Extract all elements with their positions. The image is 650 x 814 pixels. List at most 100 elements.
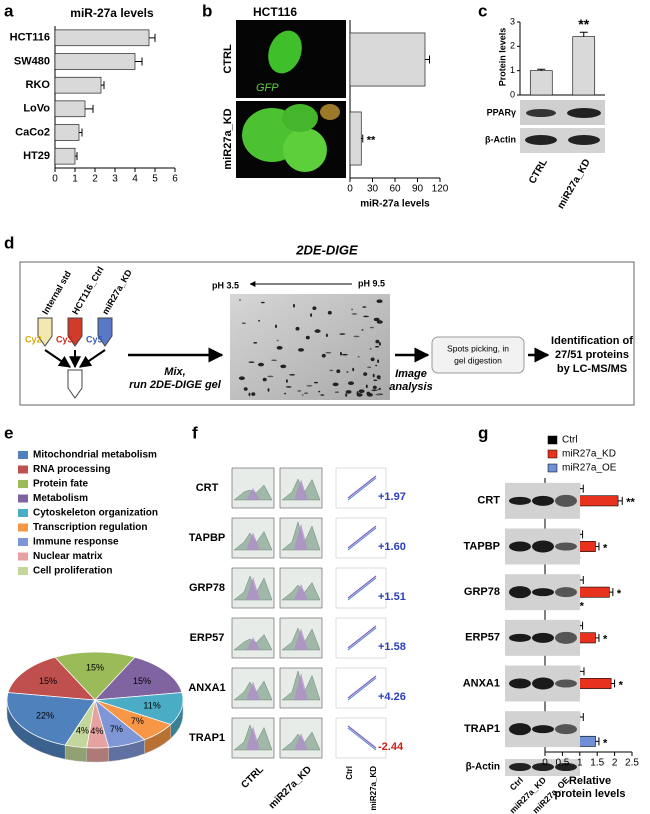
gel-spot (339, 333, 346, 335)
legend-label: Protein fate (33, 479, 88, 490)
mini-plot (335, 567, 387, 609)
significance: ** (367, 134, 376, 146)
diagram-title: 2DE-DIGE (295, 242, 358, 257)
gel-spot (351, 313, 358, 315)
gel-spot (310, 313, 313, 317)
result-text: 27/51 proteins (555, 349, 629, 361)
step-box (431, 336, 525, 374)
category-label: TAPBP (464, 540, 500, 552)
legend-swatch (18, 523, 28, 532)
x-tick-label: 2 (92, 174, 98, 185)
pie-slice (54, 651, 136, 701)
x-tick-label: 1 (577, 758, 583, 769)
x-tick-label: 0 (52, 174, 58, 185)
gel-spot (375, 393, 382, 396)
pie-side (86, 747, 110, 763)
gel-spot (372, 385, 377, 390)
chart-title: miR-27a levels (70, 6, 154, 20)
panel-letter: f (192, 423, 198, 442)
y-axis-label: Protein levels (497, 28, 507, 87)
error-bar (579, 31, 588, 37)
legend-swatch (18, 552, 28, 561)
mini-plot-line (347, 525, 377, 549)
gel-spot (373, 379, 378, 382)
dye-label: Cy3 (56, 334, 73, 344)
category-label: HT29 (23, 150, 50, 162)
protein-label: GRP78 (189, 582, 225, 594)
gel-spot (301, 394, 304, 396)
condition-label: miR27a_KD (369, 766, 378, 811)
condition-label: miR27a_KD (267, 764, 314, 811)
error-bar (135, 57, 143, 66)
slice-label: 22% (36, 711, 54, 721)
panel-letter: c (478, 1, 487, 20)
sample-name: Internal std (40, 269, 73, 316)
error-bar (609, 588, 614, 597)
legend-label: miR27a_OE (562, 463, 617, 474)
error-bar (611, 679, 616, 688)
legend-swatch (547, 449, 558, 459)
category-label: ERP57 (465, 632, 500, 644)
gel-spot (367, 366, 372, 369)
protein-label: ERP57 (190, 632, 225, 644)
mini-plot-line (347, 475, 377, 499)
blot-band (555, 724, 577, 735)
bar (54, 53, 136, 70)
bar (54, 76, 102, 94)
bar (54, 124, 80, 141)
spot-peak (246, 488, 260, 500)
x-tick-label: miR27a_KD (556, 157, 593, 211)
gel-spot (271, 359, 278, 362)
sample-name: miR27a_KD (100, 267, 134, 316)
category-label: CTRL (222, 44, 234, 74)
gel-spot (345, 393, 348, 397)
blot-band (555, 763, 577, 771)
step-text: run 2DE-DIGE gel (129, 379, 222, 391)
blot-band (509, 586, 531, 599)
gel-spot (253, 342, 258, 344)
error-bar (425, 55, 430, 64)
error-bar (579, 575, 584, 584)
gel-spot (297, 390, 302, 392)
protein-label: TRAP1 (189, 732, 225, 744)
fold-change: +1.97 (378, 491, 406, 503)
error-bar (579, 530, 584, 539)
gel-spot (378, 342, 381, 346)
x-axis-label: Relative (569, 775, 611, 787)
gel-spot (336, 369, 341, 374)
gel-spot (363, 372, 368, 376)
gel-spot (295, 326, 300, 331)
bar (349, 32, 426, 87)
spot-peak (246, 726, 260, 750)
y-tick-label: 1 (510, 65, 515, 75)
diagram-frame (19, 261, 635, 406)
cell (282, 104, 318, 132)
gel-spot (357, 355, 360, 358)
fold-change: +1.51 (378, 591, 406, 603)
legend-swatch (18, 494, 28, 503)
gel-spot (285, 379, 288, 383)
gel-spot (285, 386, 292, 388)
legend-swatch (547, 463, 558, 473)
fold-change: +1.58 (378, 641, 406, 653)
error-bar (537, 68, 546, 71)
y-tick-label: 0 (510, 89, 515, 99)
gel-spot (243, 387, 248, 391)
blot-label: β-Actin (466, 762, 500, 773)
blot-band (525, 135, 557, 145)
blot-band (555, 587, 577, 598)
significance: * (619, 679, 624, 691)
significance: * (617, 588, 622, 600)
gel-spot (258, 320, 261, 322)
x-tick-label: CTRL (527, 157, 550, 186)
gel-spot (239, 299, 241, 301)
gel-spot (351, 308, 354, 311)
error-bar (101, 81, 105, 90)
mini-plot-line (347, 527, 377, 551)
gel-spot (260, 301, 265, 304)
condition-label: CTRL (239, 764, 266, 791)
gel-spot (370, 357, 375, 362)
gel-spot (314, 329, 321, 333)
spot-peak (294, 523, 308, 550)
blot-band (555, 679, 577, 688)
